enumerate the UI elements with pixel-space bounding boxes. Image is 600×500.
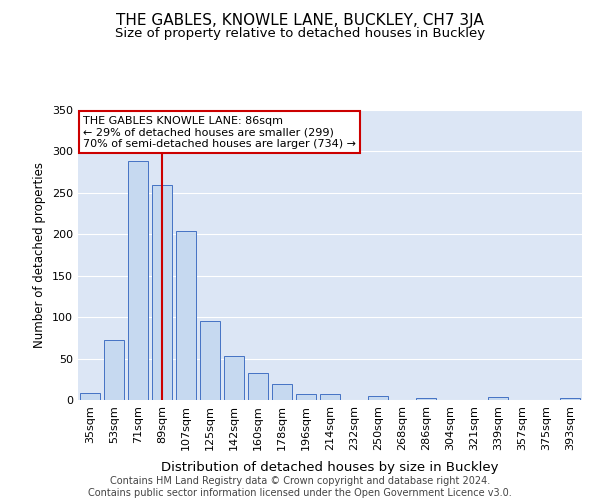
- Bar: [296, 394, 316, 400]
- Bar: [200, 322, 220, 400]
- Bar: [224, 356, 244, 400]
- Text: THE GABLES KNOWLE LANE: 86sqm
← 29% of detached houses are smaller (299)
70% of : THE GABLES KNOWLE LANE: 86sqm ← 29% of d…: [83, 116, 356, 149]
- Bar: [152, 184, 172, 400]
- Bar: [320, 394, 340, 400]
- Text: Size of property relative to detached houses in Buckley: Size of property relative to detached ho…: [115, 28, 485, 40]
- Text: Contains HM Land Registry data © Crown copyright and database right 2024.
Contai: Contains HM Land Registry data © Crown c…: [88, 476, 512, 498]
- Bar: [416, 398, 436, 400]
- Bar: [176, 231, 196, 400]
- Bar: [368, 396, 388, 400]
- Bar: [80, 394, 100, 400]
- Bar: [488, 396, 508, 400]
- Bar: [248, 374, 268, 400]
- Bar: [128, 162, 148, 400]
- Bar: [560, 398, 580, 400]
- Y-axis label: Number of detached properties: Number of detached properties: [34, 162, 46, 348]
- X-axis label: Distribution of detached houses by size in Buckley: Distribution of detached houses by size …: [161, 461, 499, 474]
- Text: THE GABLES, KNOWLE LANE, BUCKLEY, CH7 3JA: THE GABLES, KNOWLE LANE, BUCKLEY, CH7 3J…: [116, 12, 484, 28]
- Bar: [272, 384, 292, 400]
- Bar: [104, 340, 124, 400]
